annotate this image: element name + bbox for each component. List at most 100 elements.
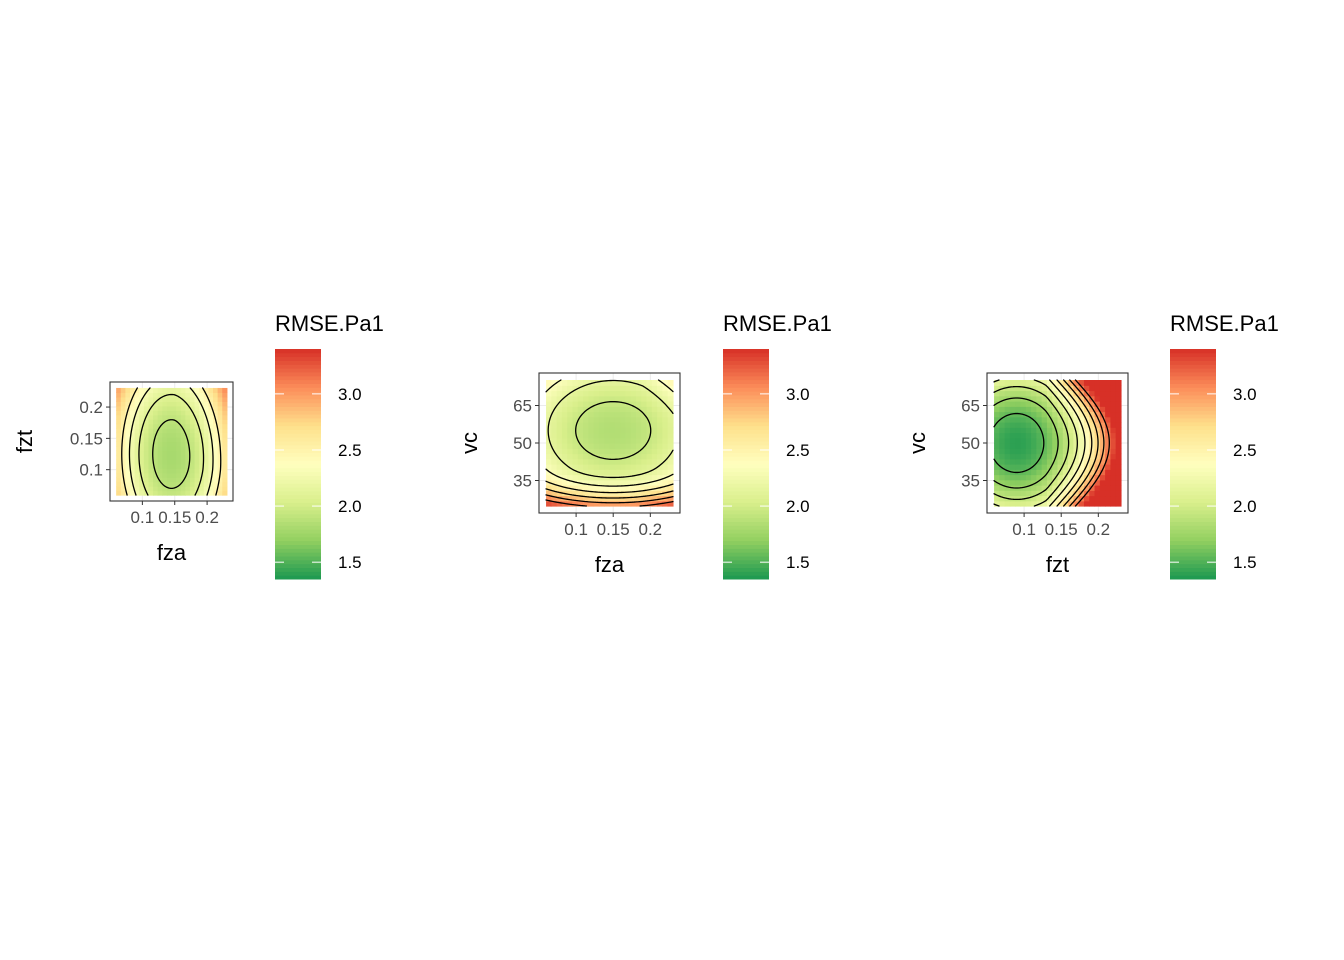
colorbar-segment: [275, 494, 321, 499]
colorbar-segment: [723, 395, 769, 400]
heat-cell: [1052, 401, 1059, 407]
heat-cell: [1009, 401, 1016, 407]
heat-cell: [1041, 485, 1048, 491]
heat-cell: [217, 481, 223, 487]
heat-cell: [546, 427, 552, 434]
heat-cell: [222, 401, 228, 407]
heat-cell: [1009, 479, 1016, 486]
heat-cell: [1057, 401, 1064, 407]
heat-cell: [620, 395, 626, 402]
heat-cell: [116, 454, 122, 460]
heat-cell: [635, 474, 642, 481]
heat-cell: [1094, 453, 1101, 460]
heat-cell: [556, 401, 563, 407]
heat-cell: [551, 422, 558, 428]
heat-cell: [180, 468, 186, 474]
heat-cell: [598, 485, 605, 491]
heat-cell: [662, 385, 669, 392]
heat-cell: [577, 416, 584, 423]
heat-cell: [1052, 443, 1059, 449]
colorbar-segment: [1170, 452, 1216, 457]
heat-cell: [185, 459, 191, 465]
heat-cell: [1099, 390, 1106, 397]
heat-cell: [166, 428, 173, 434]
heat-cell: [176, 428, 182, 434]
heat-cell: [194, 472, 200, 478]
colorbar-segment: [723, 433, 769, 438]
heat-cell: [134, 481, 140, 487]
heat-cell: [194, 405, 200, 411]
heat-cell: [1078, 464, 1085, 470]
heat-cell: [572, 448, 579, 455]
heat-cell: [1025, 432, 1032, 439]
heat-cell: [213, 490, 219, 496]
heat-cell: [139, 405, 145, 411]
heat-cell: [1041, 448, 1048, 455]
heat-cell: [1025, 401, 1032, 407]
heat-cell: [651, 416, 658, 423]
legend-title: RMSE.Pa1: [275, 311, 384, 336]
heat-cell: [189, 481, 196, 487]
heat-cell: [134, 437, 140, 443]
legend-tick-label: 2.0: [786, 497, 810, 516]
heat-cell: [614, 432, 621, 439]
heat-cell: [1068, 422, 1074, 428]
heat-cell: [561, 437, 568, 444]
heat-cell: [180, 445, 186, 452]
heat-cell: [157, 459, 163, 465]
heat-cell: [143, 459, 150, 465]
heat-cell: [1115, 406, 1122, 413]
heat-cell: [1073, 437, 1080, 444]
heat-cell: [1105, 401, 1111, 407]
heat-cell: [588, 385, 595, 392]
heat-cell: [1057, 432, 1064, 439]
heat-cell: [614, 485, 621, 491]
heat-cell: [120, 454, 126, 460]
heat-cell: [134, 392, 140, 398]
heat-cell: [1015, 432, 1022, 439]
heat-cell: [667, 464, 674, 470]
heat-cell: [116, 490, 122, 496]
colorbar-segment: [275, 352, 321, 358]
heat-cell: [561, 474, 568, 481]
heat-cell: [667, 495, 674, 502]
heat-cell: [567, 464, 574, 470]
heat-cell: [1057, 479, 1064, 486]
heat-cell: [662, 437, 669, 444]
heat-cell: [1025, 485, 1032, 491]
heat-cell: [999, 411, 1006, 418]
heat-cell: [1004, 401, 1011, 407]
heat-cell: [577, 390, 584, 397]
heat-cell: [166, 445, 173, 452]
heat-cell: [667, 469, 674, 476]
heat-cell: [620, 422, 626, 428]
colorbar-segment: [275, 448, 321, 453]
heat-cell: [1025, 380, 1032, 386]
heat-cell: [577, 406, 584, 413]
heat-cell: [116, 423, 122, 429]
colorbar-segment: [275, 502, 321, 507]
colorbar-segment: [275, 421, 321, 427]
heat-cell: [1020, 390, 1027, 397]
heat-cell: [1078, 385, 1085, 392]
heat-cell: [583, 427, 589, 434]
heat-cell: [1031, 474, 1037, 481]
heat-cell: [157, 401, 163, 407]
heat-cell: [189, 392, 196, 398]
heat-cell: [1031, 485, 1037, 491]
heat-cell: [1078, 479, 1085, 486]
contour-line: [138, 393, 205, 496]
heat-cell: [213, 459, 219, 465]
heat-cell: [120, 481, 126, 487]
heat-cell: [1083, 464, 1090, 470]
colorbar-segment: [275, 418, 321, 423]
colorbar-segment: [1170, 395, 1216, 400]
heat-cell: [572, 422, 579, 428]
heat-cell: [1110, 485, 1117, 491]
heat-cell: [171, 437, 177, 443]
heat-cell: [1036, 448, 1043, 455]
heat-cell: [551, 411, 558, 418]
colorbar-segment: [275, 548, 321, 553]
heat-cell: [134, 468, 140, 474]
heat-cell: [604, 401, 611, 407]
